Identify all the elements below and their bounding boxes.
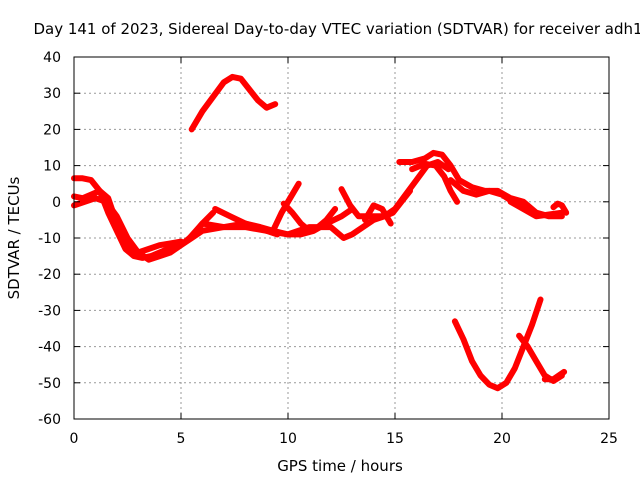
- series-line-track-d: [188, 73, 279, 133]
- series-line-track-h: [280, 200, 339, 234]
- y-tick-label: -20: [38, 267, 61, 283]
- x-tick-label: 5: [177, 431, 186, 447]
- x-axis-label: GPS time / hours: [277, 457, 403, 475]
- y-tick-label: -30: [38, 303, 61, 319]
- series-line-track-r: [541, 368, 568, 383]
- y-tick-label: 20: [43, 122, 61, 138]
- y-tick-label: -10: [38, 231, 61, 247]
- y-tick-label: -50: [38, 376, 61, 392]
- series-line-track-p: [451, 296, 544, 392]
- y-tick-label: -60: [38, 412, 61, 428]
- series-line-track-k: [396, 149, 565, 220]
- x-tick-label: 25: [600, 431, 618, 447]
- y-tick-label: 0: [52, 195, 61, 211]
- y-axis-label: SDTVAR / TECUs: [5, 176, 23, 299]
- x-tick-label: 0: [70, 431, 79, 447]
- series-line-track-n: [507, 198, 565, 220]
- y-tick-label: 10: [43, 159, 61, 175]
- data-series: [71, 73, 570, 392]
- y-tick-label: 30: [43, 86, 61, 102]
- axis-ticks: 0 5 10 15 20 25 -60 -50 -40 -30 -20 -10 0 10 20 30 40: [38, 50, 618, 447]
- y-tick-label: 40: [43, 50, 61, 66]
- series-line-track-l: [409, 160, 461, 205]
- series-line-track-j: [362, 202, 394, 227]
- y-tick-label: -40: [38, 340, 61, 356]
- chart-title: Day 141 of 2023, Sidereal Day-to-day VTE…: [33, 20, 640, 38]
- x-tick-label: 10: [279, 431, 297, 447]
- x-tick-label: 20: [493, 431, 511, 447]
- series-line-track-i: [338, 186, 413, 220]
- series-line-track-o: [550, 200, 570, 216]
- series-line-track-f: [212, 206, 356, 238]
- series-line-track-c: [71, 187, 184, 256]
- x-tick-label: 15: [386, 431, 404, 447]
